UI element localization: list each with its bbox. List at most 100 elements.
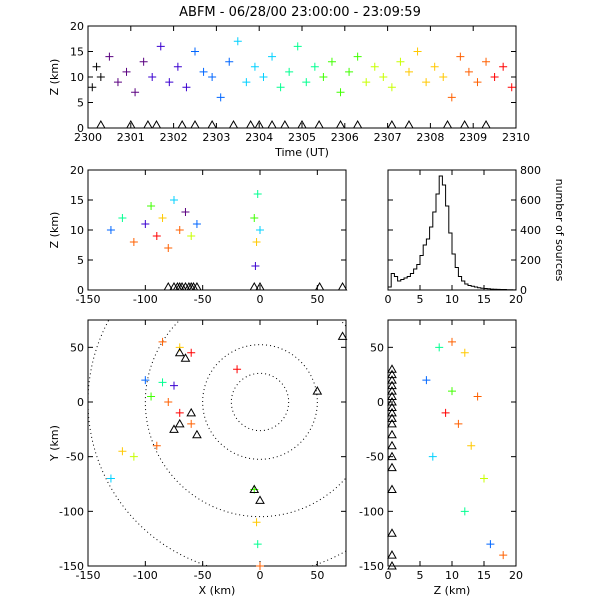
station-marker <box>267 119 277 129</box>
y-tick-label: 5 <box>77 97 84 110</box>
station-marker <box>95 119 106 129</box>
source-point <box>158 337 167 346</box>
station-marker <box>245 119 256 129</box>
y-tick-label: 50 <box>370 341 384 354</box>
station-marker <box>387 407 397 417</box>
source-point <box>448 387 456 396</box>
y-tick-label: -150 <box>359 560 384 573</box>
y-tick-label: -100 <box>59 505 84 518</box>
source-point <box>430 62 439 71</box>
x-tick-label: 20 <box>509 293 523 306</box>
source-point <box>141 376 150 385</box>
x-tick-label: 15 <box>477 569 491 582</box>
source-point <box>170 381 178 390</box>
source-point <box>252 518 261 527</box>
station-marker <box>255 495 265 504</box>
source-point <box>187 348 196 357</box>
source-point <box>456 52 465 61</box>
source-point <box>387 83 396 92</box>
station-marker <box>249 484 260 493</box>
x-tick-label: 20 <box>509 569 523 582</box>
source-point <box>276 83 285 92</box>
station-marker <box>387 550 397 559</box>
source-point <box>319 73 328 81</box>
source-point <box>379 73 388 81</box>
panel-xz: -150 -100 -50 0 50 0 5 10 15 20 Z (km) <box>48 164 348 306</box>
source-point <box>256 562 264 570</box>
source-point <box>147 392 156 401</box>
station-marker <box>174 418 185 428</box>
x-tick-label: 5 <box>417 569 424 582</box>
source-point <box>353 52 362 61</box>
panel-zy: 0 5 10 15 20 -150 -100 -50 0 50 Z (km) <box>359 319 523 597</box>
source-point <box>170 196 178 204</box>
x-tick-label: 15 <box>477 293 491 306</box>
y-axis-title: Z (km) <box>48 212 61 249</box>
source-point <box>175 343 184 352</box>
source-point <box>164 398 173 406</box>
x-tick-label: 0 <box>257 293 264 306</box>
x-tick-label: 10 <box>445 293 459 306</box>
source-point <box>251 262 260 270</box>
source-point <box>256 226 264 234</box>
source-point <box>480 474 488 483</box>
x-tick-label: -150 <box>76 569 101 582</box>
source-point <box>96 73 105 81</box>
range-rings <box>88 320 346 566</box>
station-marker <box>174 347 185 357</box>
source-point <box>164 244 173 252</box>
source-point <box>158 378 167 387</box>
station-marker <box>387 440 397 450</box>
y-tick-label: 15 <box>70 46 84 59</box>
source-point <box>507 83 516 92</box>
source-point <box>460 348 469 357</box>
x-tick-label: 50 <box>310 293 324 306</box>
source-point <box>156 42 165 51</box>
source-point <box>191 47 199 56</box>
source-point <box>187 419 196 428</box>
x-tick-label: 0 <box>385 569 392 582</box>
x-tick-label: 2303 <box>202 131 230 144</box>
y-tick-label: 600 <box>520 194 541 207</box>
source-point <box>233 37 242 46</box>
x-axis-title: Z (km) <box>434 584 471 597</box>
source-point <box>482 57 491 66</box>
panel-time-height: 2300 2301 2302 2303 2304 2305 2306 2307 2308 2309… <box>48 20 530 159</box>
station-marker <box>335 119 346 129</box>
source-point <box>473 78 482 87</box>
source-point <box>293 42 302 51</box>
source-point <box>173 62 182 71</box>
source-point <box>192 220 201 228</box>
source-point <box>362 78 371 87</box>
source-point <box>499 62 508 71</box>
x-tick-label: 0 <box>257 569 264 582</box>
y-tick-label: 0 <box>77 396 84 409</box>
source-point <box>152 232 161 240</box>
range-ring <box>202 344 318 460</box>
y-axis-title: Z (km) <box>48 59 61 96</box>
source-point <box>327 57 336 66</box>
source-point <box>370 62 379 71</box>
y-tick-label: 400 <box>520 224 541 237</box>
source-point <box>216 93 225 102</box>
x-tick-label: 10 <box>445 569 459 582</box>
station-marker <box>387 462 397 472</box>
station-marker <box>312 386 323 395</box>
source-point <box>253 190 262 198</box>
source-point <box>345 67 354 76</box>
y-tick-label: -100 <box>359 505 384 518</box>
source-point <box>242 78 251 87</box>
source-point <box>106 226 115 234</box>
station-marker <box>387 560 397 570</box>
station-marker <box>352 119 363 129</box>
source-point <box>92 62 101 71</box>
y-tick-label: 200 <box>520 254 541 267</box>
station-marker <box>387 119 397 129</box>
source-point <box>175 226 184 234</box>
source-point <box>152 441 161 450</box>
station-marker <box>387 391 397 401</box>
station-marker <box>186 407 197 417</box>
y-tick-label: 20 <box>70 164 84 177</box>
source-point <box>486 540 495 549</box>
